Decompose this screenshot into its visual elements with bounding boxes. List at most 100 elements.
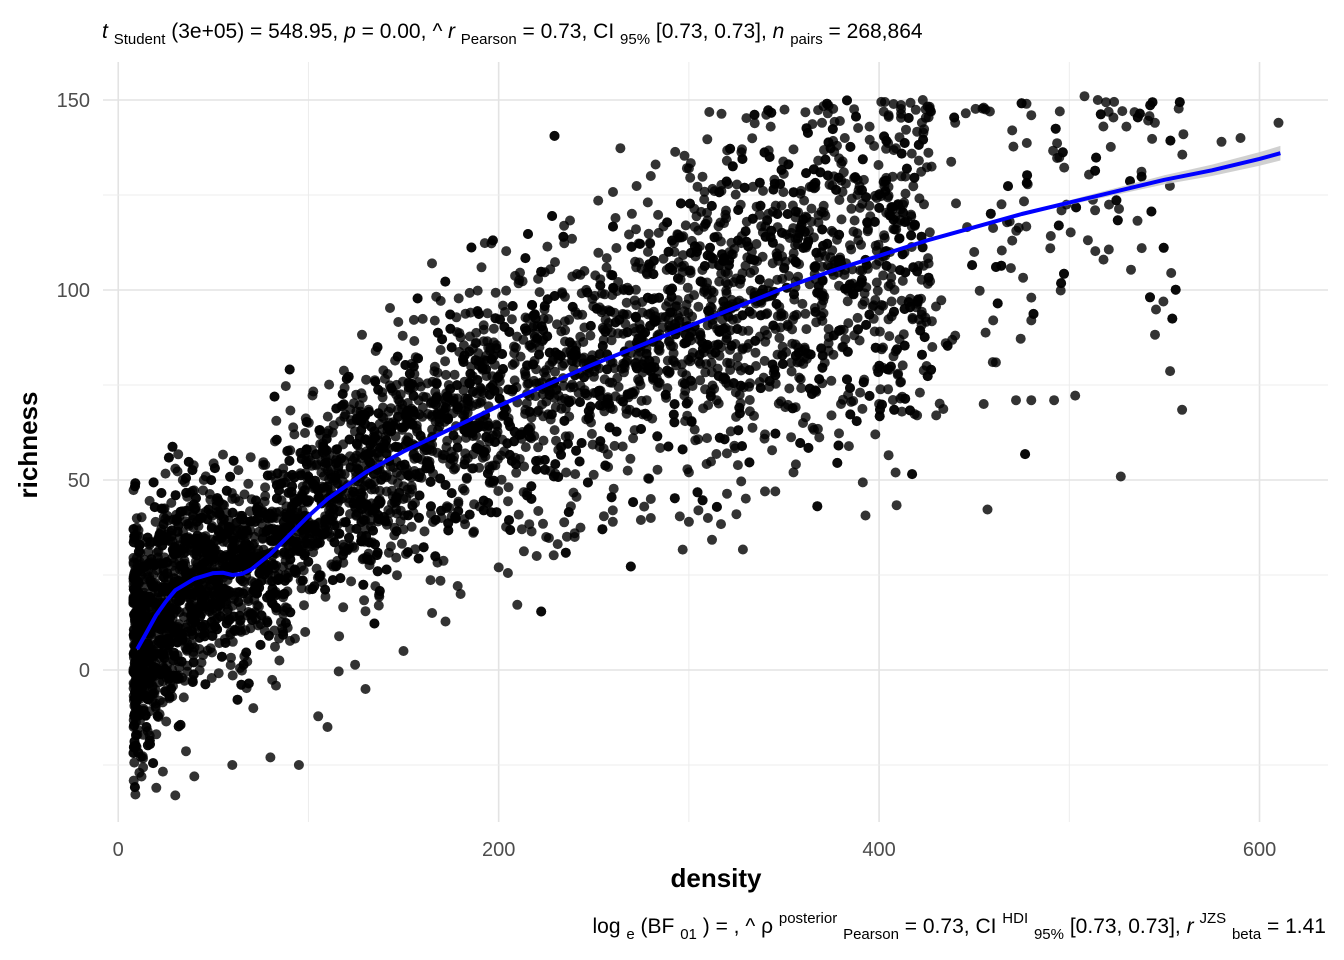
- scatter-point: [726, 340, 737, 351]
- scatter-point: [381, 564, 392, 575]
- scatter-point: [897, 249, 908, 260]
- scatter-point: [872, 285, 883, 296]
- scatter-point: [879, 230, 890, 241]
- scatter-point: [923, 272, 934, 283]
- scatter-point: [531, 456, 542, 466]
- scatter-point: [655, 443, 666, 453]
- scatter-point: [883, 384, 894, 395]
- scatter-point: [1147, 97, 1158, 108]
- scatter-point: [377, 392, 388, 403]
- scatter-point: [544, 390, 555, 400]
- scatter-point: [643, 228, 654, 239]
- scatter-point: [878, 300, 889, 311]
- scatter-point: [598, 511, 609, 522]
- scatter-point: [137, 593, 148, 604]
- scatter-point: [1132, 215, 1143, 226]
- scatter-point: [899, 340, 910, 351]
- scatter-point: [231, 517, 242, 528]
- scatter-point: [1048, 145, 1059, 156]
- scatter-point: [188, 510, 199, 521]
- scatter-point: [334, 631, 345, 642]
- scatter-point: [271, 415, 282, 426]
- scatter-point: [501, 285, 512, 296]
- scatter-point: [836, 214, 847, 225]
- scatter-point: [735, 274, 746, 285]
- scatter-point: [518, 334, 529, 345]
- scatter-point: [254, 567, 265, 578]
- scatter-point: [161, 636, 172, 647]
- scatter-point: [150, 662, 161, 673]
- scatter-point: [438, 555, 449, 566]
- scatter-point: [213, 668, 224, 679]
- scatter-point: [536, 266, 547, 277]
- scatter-point: [413, 553, 424, 564]
- scatter-point: [754, 274, 765, 285]
- scatter-point: [668, 409, 679, 420]
- scatter-point: [449, 369, 460, 380]
- scatter-point: [631, 224, 641, 235]
- scatter-point: [795, 438, 806, 448]
- scatter-point: [564, 314, 575, 325]
- scatter-point: [453, 293, 464, 304]
- scatter-point: [652, 464, 663, 475]
- scatter-point: [611, 243, 622, 253]
- scatter-point: [703, 400, 714, 411]
- scatter-point: [787, 403, 798, 414]
- scatter-point: [681, 299, 692, 310]
- scatter-point: [1059, 268, 1069, 279]
- scatter-point: [161, 716, 172, 727]
- scatter-point: [900, 393, 911, 404]
- scatter-point: [502, 568, 513, 578]
- scatter-point: [181, 746, 191, 757]
- scatter-point: [631, 262, 642, 273]
- scatter-point: [923, 253, 933, 264]
- scatter-point: [970, 103, 981, 114]
- scatter-point: [1090, 246, 1101, 257]
- scatter-point: [159, 664, 170, 675]
- scatter-point: [822, 170, 833, 181]
- scatter-point: [1167, 313, 1178, 324]
- scatter-point: [834, 153, 845, 164]
- scatter-point: [572, 269, 582, 279]
- scatter-point: [234, 610, 245, 621]
- scatter-point: [415, 430, 426, 441]
- scatter-point: [720, 373, 731, 384]
- scatter-point: [881, 175, 891, 186]
- scatter-point: [278, 629, 289, 640]
- scatter-point: [191, 590, 202, 601]
- scatter-point: [330, 472, 341, 483]
- scatter-point: [777, 227, 787, 238]
- scatter-point: [284, 364, 295, 375]
- scatter-point: [558, 231, 569, 242]
- scatter-point: [337, 389, 348, 399]
- scatter-point: [531, 464, 542, 475]
- scatter-point: [617, 441, 628, 452]
- scatter-point: [390, 441, 401, 452]
- scatter-point: [568, 487, 579, 498]
- scatter-point: [267, 583, 278, 594]
- scatter-point: [236, 679, 247, 690]
- scatter-point: [685, 172, 696, 183]
- scatter-point: [692, 487, 703, 498]
- scatter-point: [429, 315, 440, 326]
- scatter-point: [225, 471, 236, 482]
- scatter-point: [807, 389, 817, 399]
- scatter-point: [806, 216, 817, 227]
- scatter-point: [648, 269, 659, 280]
- scatter-point: [505, 525, 516, 535]
- scatter-point: [351, 389, 362, 400]
- scatter-point: [391, 552, 402, 563]
- scatter-point: [443, 525, 454, 536]
- scatter-point: [886, 272, 897, 283]
- scatter-point: [524, 519, 535, 530]
- scatter-point: [722, 488, 732, 499]
- scatter-point: [793, 271, 804, 282]
- scatter-point: [907, 469, 918, 480]
- scatter-point: [487, 460, 498, 471]
- scatter-point: [725, 358, 736, 369]
- scatter-point: [820, 210, 831, 221]
- scatter-point: [130, 478, 141, 489]
- scatter-point: [913, 155, 924, 166]
- scatter-point: [736, 365, 746, 376]
- scatter-point: [906, 230, 917, 241]
